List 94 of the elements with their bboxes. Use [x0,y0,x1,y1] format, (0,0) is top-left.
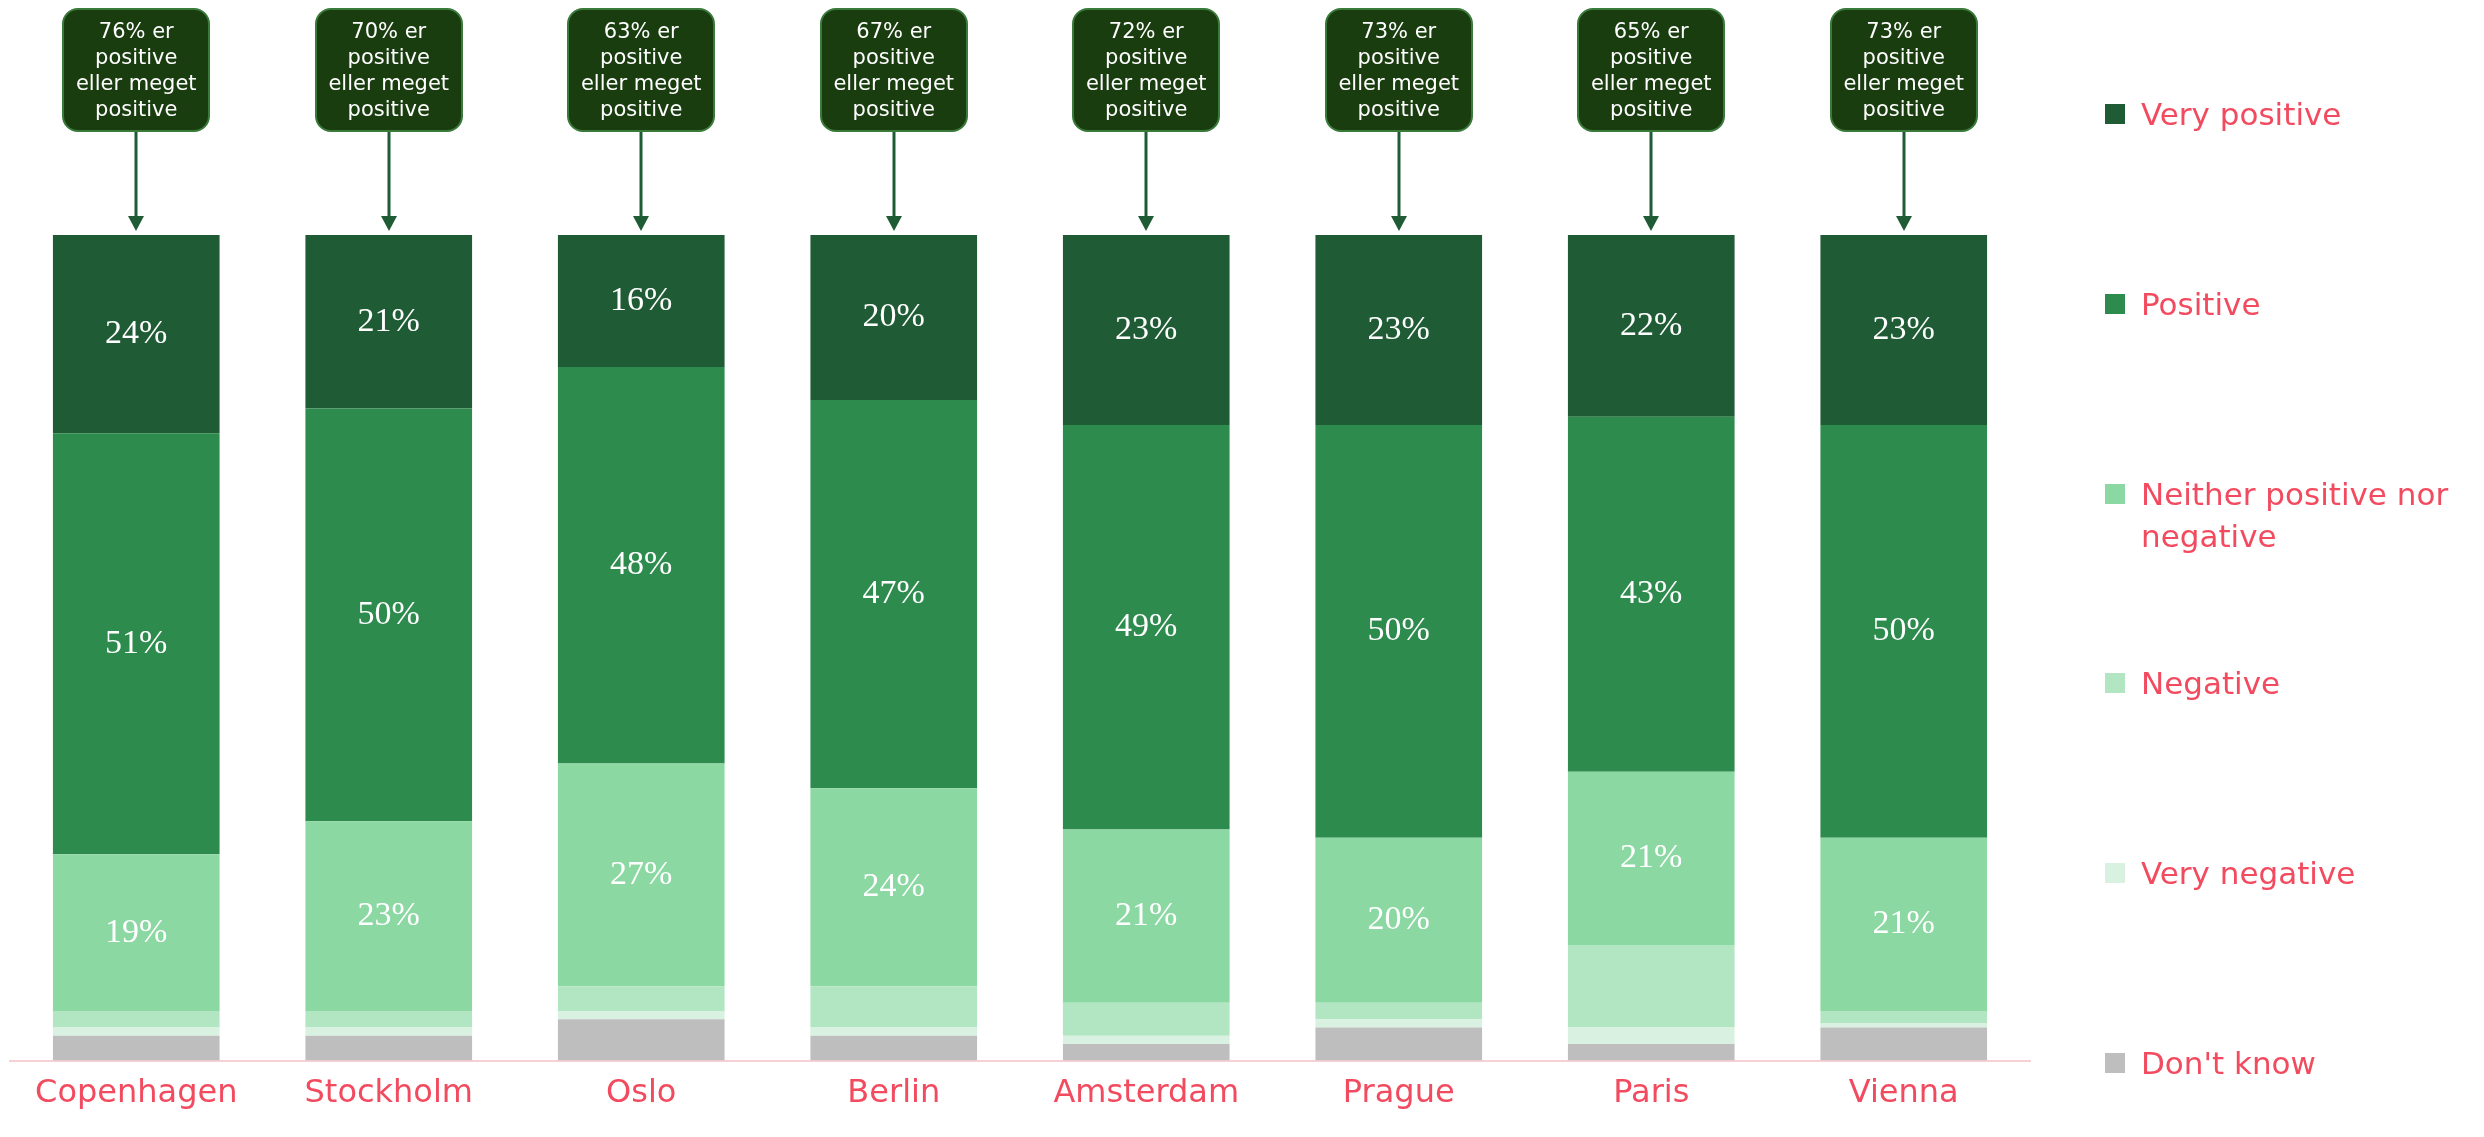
data-label: 23% [357,895,420,933]
x-tick-label: Amsterdam [1053,1072,1240,1111]
bar [810,986,978,1028]
data-label: 23% [1115,308,1178,346]
bar [1820,1011,1988,1024]
bar [1315,1002,1483,1020]
bar [52,433,220,855]
bar [52,1035,220,1061]
bar [1567,771,1735,946]
legend-label: Don't know [2140,1044,2317,1083]
bar [1567,416,1735,772]
text: 76% er positive eller meget positive [62,8,211,132]
text: 63% er positive eller meget positive [567,8,716,132]
legend-label: Positive [2140,284,2262,324]
data-label: 19% [105,911,168,949]
bar [52,1027,220,1036]
data-label: 21% [357,300,420,338]
bar [810,1035,978,1061]
bar [810,788,978,987]
bar [557,235,725,368]
text: 67% er positive eller meget positive [819,8,968,132]
data-label: 51% [105,622,168,660]
bar [52,1011,220,1028]
legend-label: Neither positive nor negative [2140,474,2450,556]
bar [810,235,978,401]
bar [557,1019,725,1061]
bar [1315,424,1483,838]
bar [1820,424,1988,838]
text: 73% er positive eller meget positive [1324,8,1473,132]
data-label: 21% [1620,837,1683,875]
data-label: 20% [1367,899,1430,937]
bar [52,235,220,434]
data-label: 43% [1620,573,1683,611]
bar [1315,1019,1483,1028]
bar [1820,235,1988,425]
legend-label: Very negative [2140,854,2357,894]
data-label: 50% [357,593,420,631]
data-label: 24% [105,312,168,350]
bar [1062,424,1230,830]
bar [305,1011,473,1028]
bar [305,821,473,1012]
text: 73% er positive eller meget positive [1829,8,1978,132]
data-label: 22% [1620,304,1683,342]
x-tick-label: Paris [1613,1072,1690,1111]
data-label: 50% [1872,610,1935,648]
data-label: 27% [610,853,673,891]
x-tick-label: Prague [1342,1072,1455,1111]
bar [1567,235,1735,417]
data-label: 24% [862,866,925,904]
bar [1315,837,1483,1003]
legend-label: Negative [2140,664,2282,704]
legend-label: Very positive [2140,95,2343,134]
bar [557,763,725,987]
data-label: 50% [1367,610,1430,648]
x-tick-label: Stockholm [304,1072,473,1111]
bar [1062,235,1230,425]
text: 70% er positive eller meget positive [314,8,463,132]
bar [1062,1035,1230,1045]
bar [1820,1023,1988,1028]
bar [305,235,473,409]
bar [1062,1044,1230,1061]
bar [1567,1044,1735,1061]
bar [305,408,473,822]
bar [557,1011,725,1020]
bar [810,1027,978,1036]
bar [1567,1027,1735,1045]
bar [1567,945,1735,1028]
data-label: 49% [1115,606,1178,644]
x-tick-label: Copenhagen [35,1072,238,1111]
x-tick-label: Berlin [847,1072,941,1111]
bar [305,1035,473,1061]
bar [1062,1002,1230,1036]
x-tick-label: Oslo [606,1072,677,1111]
text: 72% er positive eller meget positive [1072,8,1221,132]
data-label: 23% [1872,308,1935,346]
x-tick-label: Vienna [1848,1072,1959,1111]
bar [810,400,978,789]
bar [1062,829,1230,1003]
bar [52,854,220,1012]
data-label: 21% [1115,895,1178,933]
data-label: 20% [862,296,925,334]
bar [557,986,725,1012]
data-label: 47% [862,573,925,611]
bar [557,367,725,764]
bar [1315,235,1483,425]
data-label: 16% [610,279,673,317]
bar [1820,837,1988,1012]
text: 65% er positive eller meget positive [1577,8,1726,132]
bar [1315,1027,1483,1061]
data-label: 21% [1872,903,1935,941]
bar [305,1027,473,1036]
bar [1820,1027,1988,1061]
data-label: 23% [1367,308,1430,346]
data-label: 48% [610,544,673,582]
